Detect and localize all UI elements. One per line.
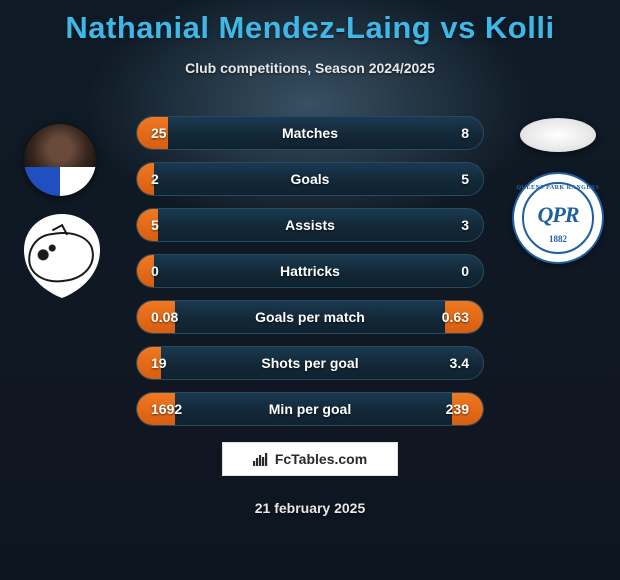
stat-label: Min per goal xyxy=(269,401,351,417)
brand-badge: FcTables.com xyxy=(222,442,398,476)
player1-avatar xyxy=(24,124,96,196)
stat-label: Goals per match xyxy=(255,309,365,325)
stat-row: 0 Hattricks 0 xyxy=(136,254,484,288)
stat-row: 1692 Min per goal 239 xyxy=(136,392,484,426)
player2-avatar xyxy=(520,118,596,152)
stat-value-right: 0.63 xyxy=(442,309,469,325)
stat-value-left: 5 xyxy=(151,217,159,233)
stat-label: Assists xyxy=(285,217,335,233)
brand-bars-icon xyxy=(253,452,269,466)
stat-value-left: 0 xyxy=(151,263,159,279)
page-title: Nathanial Mendez-Laing vs Kolli xyxy=(0,0,620,46)
stat-row: 5 Assists 3 xyxy=(136,208,484,242)
stat-row: 2 Goals 5 xyxy=(136,162,484,196)
page-subtitle: Club competitions, Season 2024/2025 xyxy=(0,60,620,76)
stat-value-left: 0.08 xyxy=(151,309,178,325)
stat-value-left: 1692 xyxy=(151,401,182,417)
stats-container: 25 Matches 8 2 Goals 5 5 Assists 3 0 Hattricks 0 0.0… xyxy=(136,116,484,438)
stat-row: 25 Matches 8 xyxy=(136,116,484,150)
stat-label: Goals xyxy=(291,171,330,187)
stat-value-right: 3.4 xyxy=(450,355,469,371)
stat-label: Shots per goal xyxy=(261,355,358,371)
qpr-crest-top-text: QUEENS PARK RANGERS xyxy=(514,185,602,191)
stat-label: Hattricks xyxy=(280,263,340,279)
stat-label: Matches xyxy=(282,125,338,141)
qpr-crest-year: 1882 xyxy=(514,234,602,244)
brand-label: FcTables.com xyxy=(275,451,367,467)
stat-row: 19 Shots per goal 3.4 xyxy=(136,346,484,380)
stat-value-right: 5 xyxy=(461,171,469,187)
stat-value-right: 239 xyxy=(446,401,469,417)
qpr-crest-script: QPR xyxy=(514,202,602,228)
stat-value-right: 8 xyxy=(461,125,469,141)
footer-date: 21 february 2025 xyxy=(0,500,620,516)
stat-value-left: 19 xyxy=(151,355,167,371)
stat-value-right: 3 xyxy=(461,217,469,233)
club2-crest-qpr: QUEENS PARK RANGERS QPR 1882 xyxy=(512,172,604,264)
stat-row: 0.08 Goals per match 0.63 xyxy=(136,300,484,334)
stat-value-left: 25 xyxy=(151,125,167,141)
stat-value-left: 2 xyxy=(151,171,159,187)
stat-value-right: 0 xyxy=(461,263,469,279)
